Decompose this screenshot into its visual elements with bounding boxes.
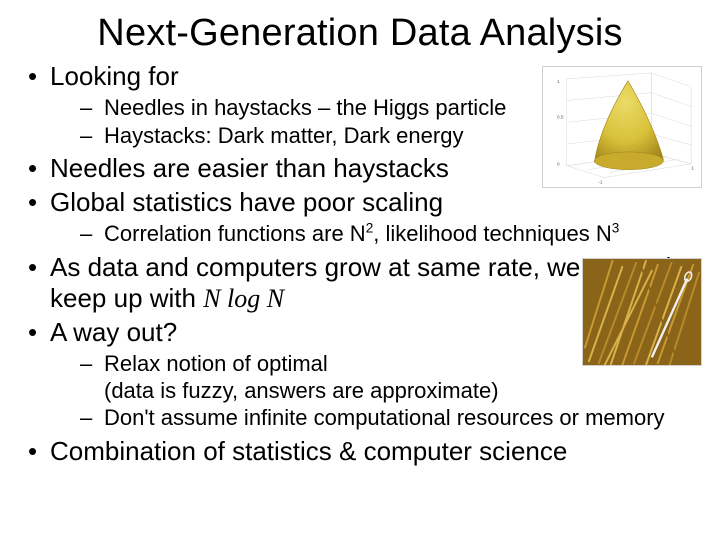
- svg-text:-1: -1: [598, 180, 603, 186]
- text-part: , likelihood techniques N: [373, 221, 611, 246]
- text-line: Relax notion of optimal: [104, 351, 328, 376]
- cone-plot-svg: 1 0.5 0 1 -1: [543, 67, 701, 187]
- bullet-text: Global statistics have poor scaling: [50, 187, 443, 217]
- bullet-text: Looking for: [50, 61, 179, 91]
- sub-list: Correlation functions are N2, likelihood…: [50, 221, 696, 248]
- bullet-text: A way out?: [50, 317, 177, 347]
- svg-text:0: 0: [557, 162, 560, 168]
- text-line: (data is fuzzy, answers are approximate): [104, 378, 499, 403]
- haystack-svg: [583, 259, 701, 365]
- sub-correlation: Correlation functions are N2, likelihood…: [50, 221, 696, 248]
- svg-text:1: 1: [691, 166, 694, 172]
- svg-text:0.5: 0.5: [557, 114, 564, 120]
- page-title: Next-Generation Data Analysis: [24, 12, 696, 55]
- sub-no-infinite: Don't assume infinite computational reso…: [50, 405, 696, 432]
- svg-text:1: 1: [557, 79, 560, 85]
- figure-cone-plot: 1 0.5 0 1 -1: [542, 66, 702, 188]
- superscript: 3: [612, 220, 620, 235]
- text-part: Correlation functions are N: [104, 221, 366, 246]
- bullet-combination: Combination of statistics & computer sci…: [24, 436, 696, 468]
- figure-haystack: [582, 258, 702, 366]
- slide: Next-Generation Data Analysis Looking fo…: [0, 0, 720, 540]
- bullet-global-stats: Global statistics have poor scaling Corr…: [24, 187, 696, 248]
- italic-nlogn: N log N: [203, 284, 284, 313]
